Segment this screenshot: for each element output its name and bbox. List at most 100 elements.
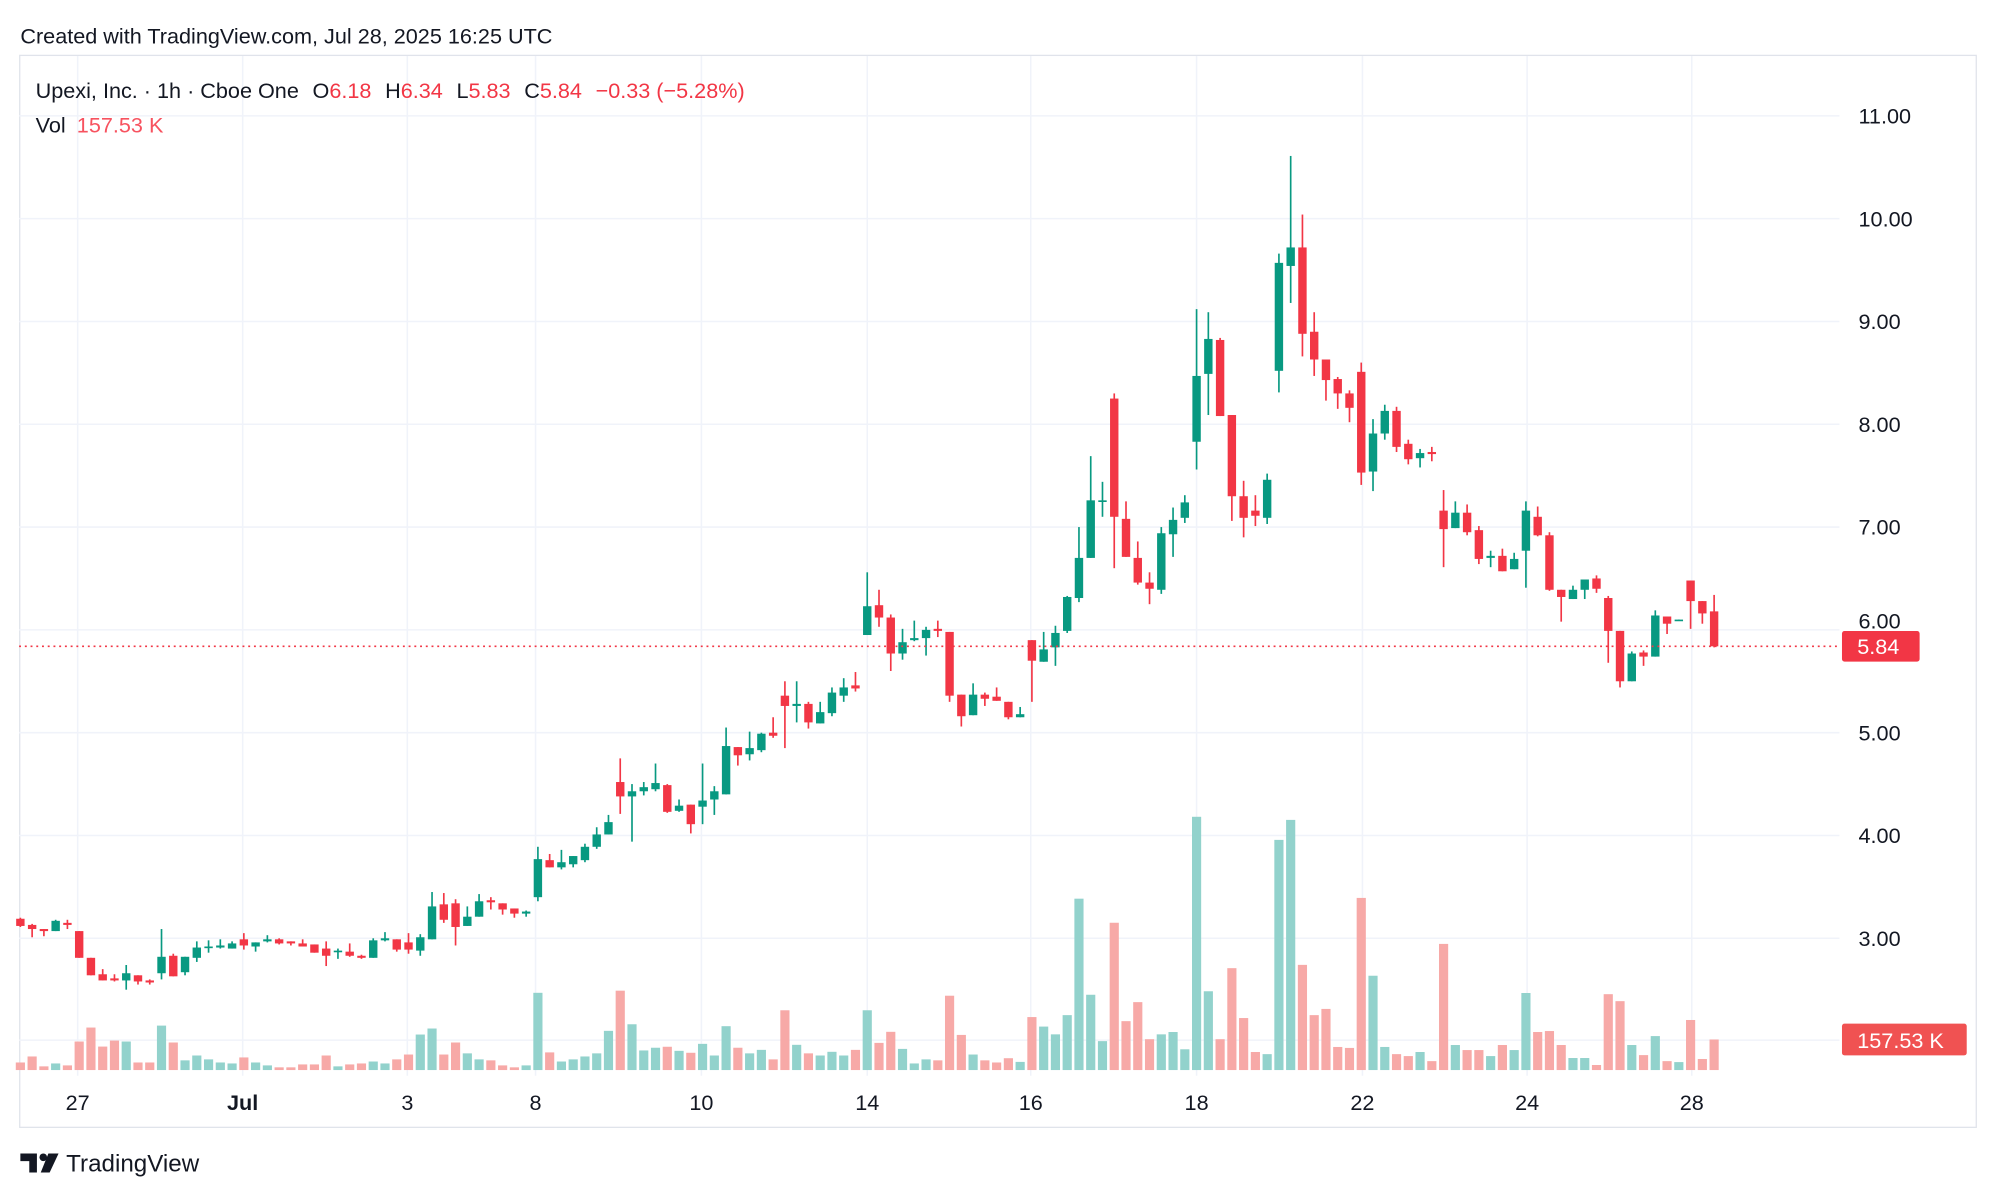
volume-bar bbox=[1662, 1061, 1672, 1071]
last-price-tag: 5.84 bbox=[1841, 631, 1920, 662]
candle bbox=[698, 763, 707, 825]
candle bbox=[1274, 253, 1284, 393]
candle bbox=[874, 589, 884, 627]
volume-bar bbox=[1286, 819, 1296, 1071]
last-volume-box bbox=[1841, 1023, 1967, 1056]
candle-body bbox=[369, 940, 378, 958]
volume-bar bbox=[415, 1034, 425, 1071]
volume-bar bbox=[121, 1041, 131, 1071]
candle-wick bbox=[337, 948, 339, 959]
volume-bar bbox=[1180, 1049, 1190, 1071]
candle bbox=[1345, 390, 1354, 423]
candle bbox=[39, 929, 49, 937]
candle bbox=[27, 923, 37, 938]
volume-bar bbox=[1439, 943, 1449, 1071]
price-axis[interactable]: 11.00 10.00 9.00 8.00 7.00 6.00 5.00 4.00 3.00 bbox=[1859, 103, 1913, 950]
candle bbox=[122, 965, 131, 990]
candle-body bbox=[451, 903, 460, 927]
volume-bar bbox=[1003, 1058, 1013, 1071]
candle bbox=[1404, 439, 1413, 465]
candle bbox=[1121, 501, 1131, 557]
candle bbox=[1086, 456, 1095, 558]
candle bbox=[227, 941, 237, 949]
volume-bar bbox=[1638, 1055, 1649, 1071]
candle bbox=[1462, 504, 1472, 536]
candle-body bbox=[557, 862, 566, 868]
volume-bar bbox=[380, 1063, 390, 1071]
candle bbox=[1098, 481, 1107, 517]
candle bbox=[1180, 495, 1190, 523]
candle bbox=[521, 910, 531, 917]
grid bbox=[19, 56, 1840, 1076]
candle-body bbox=[1427, 452, 1437, 455]
candle-body bbox=[663, 785, 672, 812]
candle-wick bbox=[713, 786, 716, 815]
candle-body bbox=[274, 939, 284, 944]
candle bbox=[169, 953, 178, 977]
candle-body bbox=[1380, 410, 1389, 434]
volume-bar bbox=[486, 1060, 496, 1071]
volume-bar bbox=[274, 1067, 284, 1071]
candle bbox=[16, 917, 25, 927]
candle-body bbox=[1521, 510, 1531, 551]
legend-symbol: Upexi, Inc. · 1h · Cboe One bbox=[36, 78, 299, 103]
candle bbox=[1427, 446, 1437, 462]
candle bbox=[721, 727, 731, 795]
candle-body bbox=[1404, 443, 1413, 460]
candle-body bbox=[733, 747, 743, 756]
candle bbox=[133, 975, 143, 985]
tradingview-logo[interactable]: TradingView bbox=[20, 1150, 200, 1177]
candle-body bbox=[1474, 530, 1484, 559]
volume-bar bbox=[74, 1041, 84, 1071]
candle bbox=[768, 717, 778, 738]
tradingview-brand: TradingView bbox=[66, 1150, 200, 1177]
candle bbox=[1298, 214, 1307, 357]
candle-wick bbox=[266, 935, 269, 943]
price-pane[interactable] bbox=[16, 155, 1719, 990]
volume-bar bbox=[1674, 1062, 1684, 1071]
volume-bar bbox=[627, 1024, 637, 1071]
candle bbox=[1415, 448, 1425, 468]
candle bbox=[439, 893, 449, 923]
candle bbox=[910, 620, 919, 642]
volume-bar bbox=[333, 1066, 343, 1071]
time-axis[interactable]: 27 Jul 3 8 10 14 16 18 22 24 28 bbox=[66, 1090, 1704, 1115]
volume-bar bbox=[1203, 991, 1213, 1071]
volume-bar bbox=[1450, 1045, 1460, 1071]
candle-wick bbox=[254, 942, 257, 952]
time-tick-label: 8 bbox=[530, 1090, 542, 1115]
volume-bar bbox=[780, 1010, 790, 1071]
candle-wick bbox=[1689, 580, 1692, 629]
candle-body bbox=[1227, 415, 1237, 497]
candle-body bbox=[1321, 359, 1331, 381]
candle-body bbox=[721, 746, 731, 795]
volume-bar bbox=[51, 1063, 61, 1071]
candle bbox=[1321, 359, 1331, 401]
candle-wick bbox=[784, 681, 786, 749]
candle-body bbox=[839, 687, 848, 696]
volume-bar bbox=[356, 1063, 367, 1071]
candle-body bbox=[27, 924, 37, 930]
volume-bar bbox=[262, 1065, 272, 1071]
legend-line: Upexi, Inc. · 1h · Cboe One O6.18 H6.34 … bbox=[36, 78, 745, 103]
candle-wick bbox=[560, 849, 563, 870]
volume-bar bbox=[1650, 1036, 1660, 1071]
candle bbox=[757, 732, 766, 753]
candle bbox=[74, 931, 84, 958]
volume-bar bbox=[86, 1027, 96, 1071]
candle bbox=[86, 957, 96, 976]
legend-high-label: H bbox=[385, 78, 401, 103]
candle-body bbox=[580, 846, 590, 861]
candle bbox=[733, 747, 743, 766]
candle-body bbox=[1592, 578, 1601, 589]
time-tick-label: 16 bbox=[1019, 1090, 1043, 1115]
candle bbox=[639, 782, 648, 796]
candle-body bbox=[1110, 398, 1119, 517]
candle-body bbox=[39, 929, 49, 932]
volume-bar bbox=[874, 1042, 884, 1071]
candle bbox=[616, 758, 625, 814]
volume-bar bbox=[862, 1010, 872, 1071]
volume-bar bbox=[474, 1059, 484, 1071]
volume-bar bbox=[403, 1054, 414, 1071]
